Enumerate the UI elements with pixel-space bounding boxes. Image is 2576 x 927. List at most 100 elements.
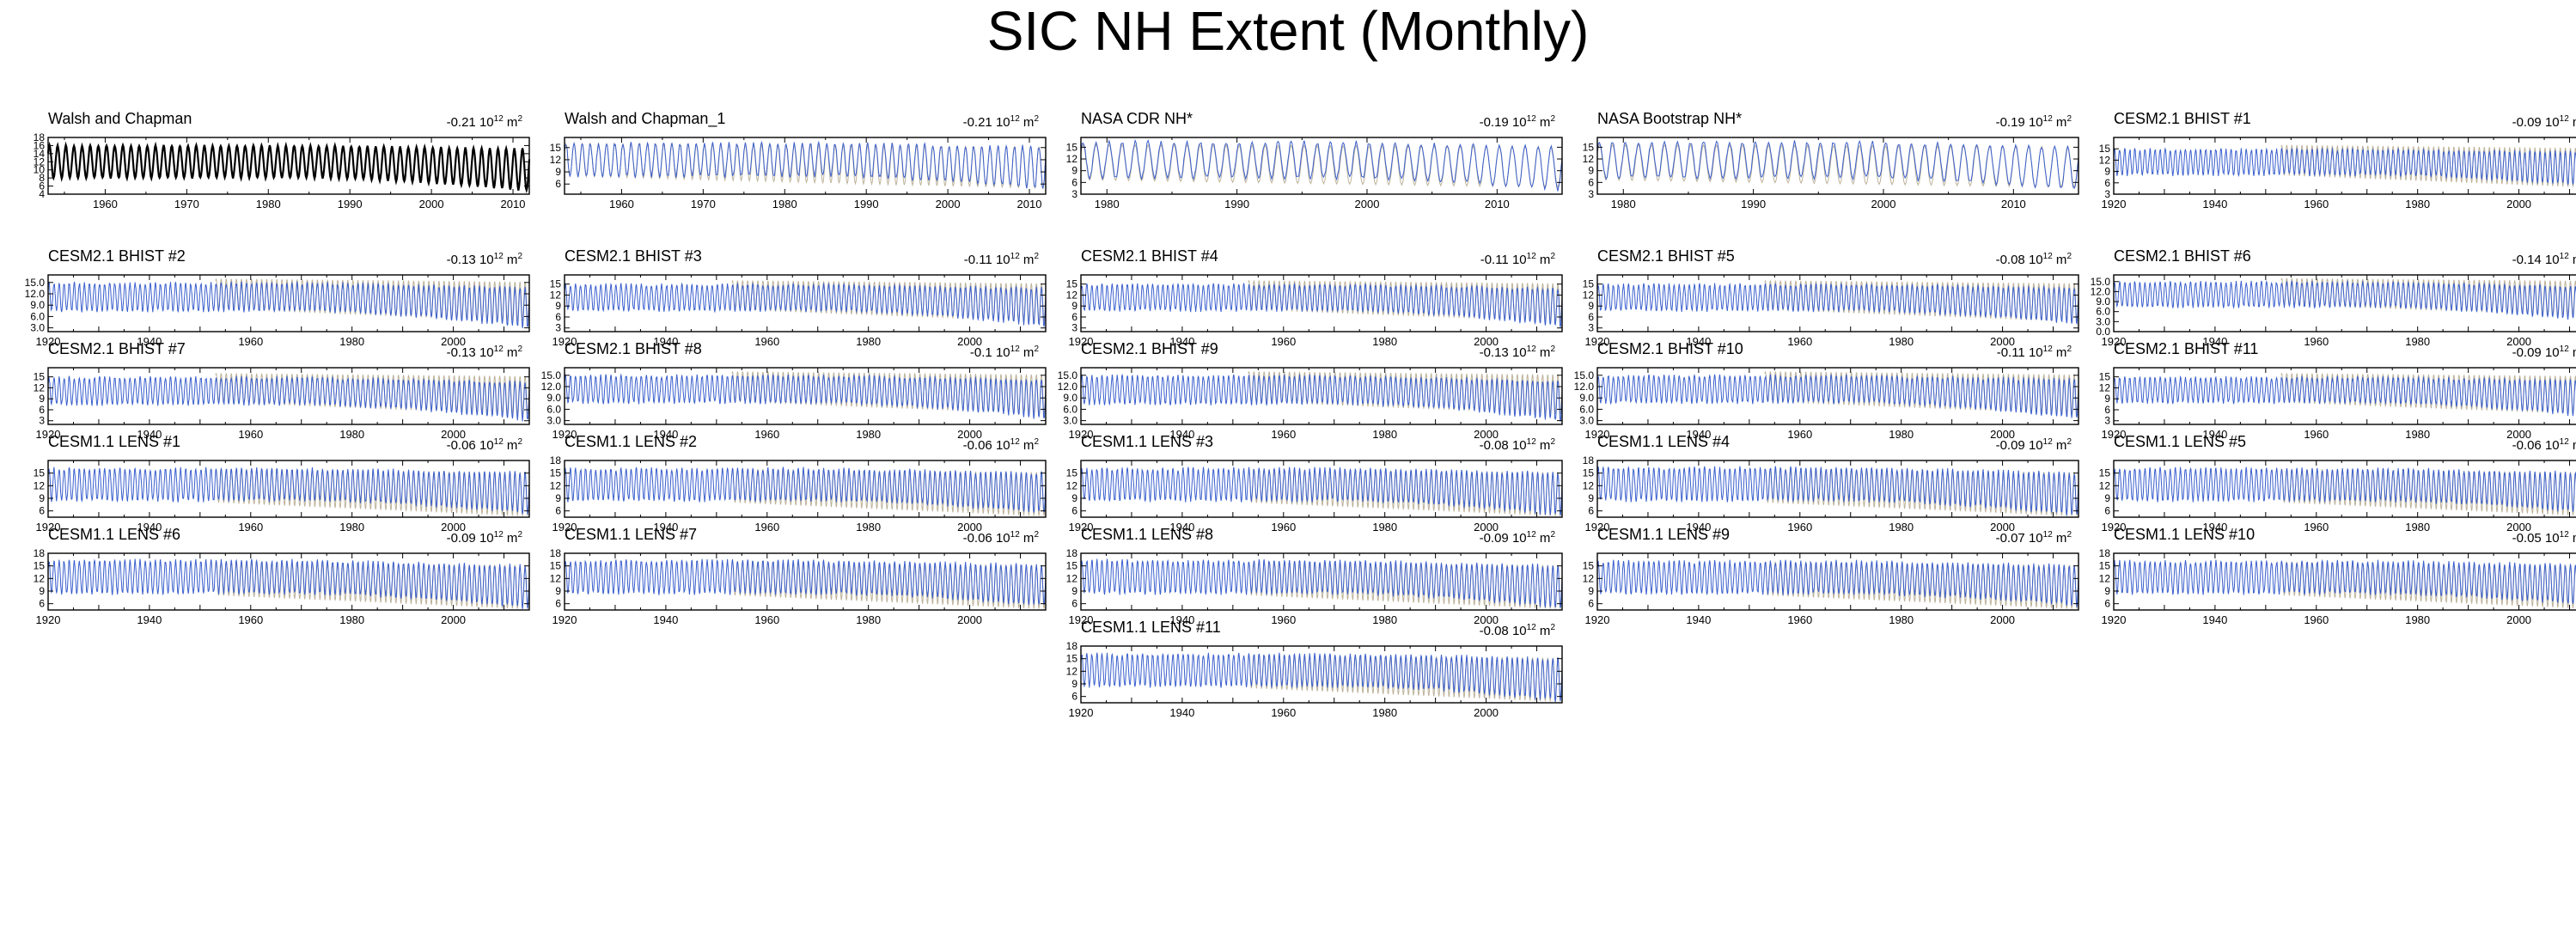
panel-title: CESM1.1 LENS #9 bbox=[1597, 526, 1731, 543]
y-tick-label: 9 bbox=[2104, 585, 2110, 597]
y-tick-label: 12.0 bbox=[1574, 381, 1595, 393]
x-tick-label: 2000 bbox=[2506, 521, 2531, 534]
y-tick-label: 12 bbox=[1066, 479, 1078, 491]
x-tick-label: 2000 bbox=[441, 428, 466, 441]
y-tick-label: 9 bbox=[1588, 165, 1594, 177]
panel-trend-label: -0.06 1012 m2 bbox=[446, 437, 522, 453]
x-tick-label: 2000 bbox=[1474, 706, 1499, 719]
y-tick-label: 15.0 bbox=[1058, 369, 1078, 381]
x-tick-label: 1980 bbox=[1889, 428, 1914, 441]
series-line bbox=[2113, 467, 2576, 512]
y-tick-label: 0.0 bbox=[2096, 326, 2110, 338]
x-tick-label: 1960 bbox=[1787, 613, 1812, 626]
panel-trend-label: -0.13 1012 m2 bbox=[446, 345, 522, 360]
y-tick-label: 9 bbox=[1588, 585, 1594, 597]
x-tick-label: 1980 bbox=[1611, 198, 1636, 210]
x-tick-label: 2000 bbox=[2506, 335, 2531, 348]
trend-value: -0.07 bbox=[1995, 531, 2025, 546]
y-tick-label: 12.0 bbox=[2091, 285, 2111, 297]
y-tick-label: 6 bbox=[1588, 311, 1594, 323]
trend-value: -0.09 bbox=[446, 531, 476, 546]
x-tick-label: 1990 bbox=[1224, 198, 1249, 210]
y-tick-label: 12 bbox=[34, 479, 46, 491]
y-tick-label: 9 bbox=[39, 492, 45, 504]
y-tick-label: 18 bbox=[550, 454, 562, 467]
x-tick-label: 1980 bbox=[1372, 428, 1397, 441]
y-tick-label: 9 bbox=[2104, 393, 2110, 405]
series-line bbox=[1080, 373, 1563, 422]
panel-trend-label: -0.06 1012 m2 bbox=[2512, 437, 2576, 453]
y-tick-label: 9 bbox=[39, 585, 45, 597]
x-tick-label: 1980 bbox=[339, 613, 364, 626]
x-tick-label: 2000 bbox=[441, 521, 466, 534]
series-line bbox=[1596, 466, 2079, 516]
x-tick-label: 1980 bbox=[1889, 521, 1914, 534]
y-tick-label: 9 bbox=[1588, 300, 1594, 312]
chart-panel: CESM2.1 BHIST #8 -0.1 1012 m2 15.0 12.0 9.0 6… bbox=[523, 340, 1047, 443]
panel-trend-label: -0.09 1012 m2 bbox=[446, 530, 522, 546]
x-tick-label: 1940 bbox=[653, 335, 678, 348]
trend-value: -0.11 bbox=[1480, 253, 1509, 267]
trend-value: -0.08 bbox=[1479, 624, 1509, 638]
series-line bbox=[564, 282, 1047, 328]
y-tick-label: 12 bbox=[34, 572, 46, 584]
y-tick-label: 6 bbox=[555, 311, 561, 323]
x-tick-label: 2000 bbox=[441, 613, 466, 626]
y-tick-label: 9 bbox=[1071, 165, 1077, 177]
x-tick-label: 1980 bbox=[2405, 613, 2430, 626]
y-tick-label: 9 bbox=[555, 492, 561, 504]
y-tick-label: 8 bbox=[39, 172, 45, 184]
x-tick-label: 2000 bbox=[1871, 198, 1896, 210]
trend-value: -0.05 bbox=[2512, 531, 2542, 546]
y-tick-label: 12 bbox=[34, 156, 46, 168]
y-tick-label: 12 bbox=[34, 381, 46, 393]
y-tick-label: 9 bbox=[1071, 300, 1077, 312]
y-tick-label: 3.0 bbox=[2096, 315, 2110, 327]
x-tick-label: 1940 bbox=[137, 613, 162, 626]
x-tick-label: 1920 bbox=[36, 521, 61, 534]
trend-value: -0.1 bbox=[969, 345, 992, 360]
y-tick-label: 15 bbox=[550, 278, 562, 290]
y-tick-label: 6 bbox=[2104, 404, 2110, 416]
plot-frame bbox=[564, 137, 1047, 195]
y-tick-label: 18 bbox=[1066, 547, 1078, 559]
series-line bbox=[564, 558, 1047, 606]
x-tick-label: 1920 bbox=[36, 613, 61, 626]
panel-title: CESM1.1 LENS #5 bbox=[2114, 433, 2247, 450]
series-line bbox=[46, 141, 531, 194]
y-tick-label: 3 bbox=[1071, 322, 1077, 334]
reference-series-line bbox=[1764, 371, 2079, 414]
x-tick-label: 1940 bbox=[1686, 428, 1711, 441]
y-tick-label: 15.0 bbox=[2091, 276, 2111, 288]
x-tick-label: 1920 bbox=[1069, 335, 1094, 348]
plot-frame bbox=[1596, 274, 2079, 332]
x-tick-label: 1940 bbox=[1686, 613, 1711, 626]
series-line bbox=[47, 467, 530, 515]
y-tick-label: 15 bbox=[1583, 560, 1595, 572]
panel-title: CESM2.1 BHIST #7 bbox=[48, 340, 186, 357]
chart-panel: CESM1.1 LENS #7 -0.06 1012 m2 18 15 12 9 6 1920… bbox=[523, 526, 1047, 629]
plot-frame bbox=[47, 460, 530, 518]
y-tick-label: 6 bbox=[2104, 505, 2110, 517]
chart-panel: CESM1.1 LENS #6 -0.09 1012 m2 18 15 12 9 6 1920… bbox=[7, 526, 530, 629]
y-tick-label: 9 bbox=[1071, 678, 1077, 690]
x-tick-label: 1960 bbox=[1271, 335, 1296, 348]
plot-frame bbox=[47, 552, 530, 611]
y-tick-label: 15 bbox=[1583, 467, 1595, 479]
panel-title: CESM1.1 LENS #4 bbox=[1597, 433, 1731, 450]
x-tick-label: 1960 bbox=[238, 613, 263, 626]
plot-frame bbox=[564, 460, 1047, 518]
x-tick-label: 1920 bbox=[1585, 428, 1610, 441]
panel-title: CESM1.1 LENS #8 bbox=[1081, 526, 1214, 543]
x-tick-label: 1940 bbox=[2202, 521, 2227, 534]
panel-trend-label: -0.08 1012 m2 bbox=[1995, 252, 2072, 267]
y-tick-label: 6 bbox=[555, 505, 561, 517]
